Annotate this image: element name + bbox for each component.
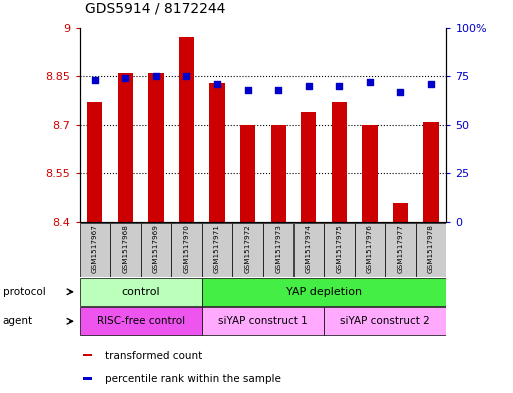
Bar <box>301 112 317 222</box>
Text: GSM1517971: GSM1517971 <box>214 224 220 273</box>
Bar <box>240 125 255 222</box>
Text: GSM1517976: GSM1517976 <box>367 224 373 273</box>
FancyBboxPatch shape <box>354 222 385 277</box>
Bar <box>209 83 225 222</box>
Bar <box>117 73 133 222</box>
Point <box>305 83 313 89</box>
Text: GSM1517970: GSM1517970 <box>184 224 189 273</box>
Bar <box>270 125 286 222</box>
Text: GDS5914 / 8172244: GDS5914 / 8172244 <box>85 2 225 16</box>
Text: GSM1517977: GSM1517977 <box>398 224 403 273</box>
Text: agent: agent <box>3 316 33 326</box>
Text: GSM1517978: GSM1517978 <box>428 224 434 273</box>
FancyBboxPatch shape <box>110 222 141 277</box>
Bar <box>87 102 103 222</box>
Point <box>152 73 160 79</box>
Point <box>244 86 252 93</box>
Text: protocol: protocol <box>3 287 45 297</box>
Bar <box>423 121 439 222</box>
Bar <box>362 125 378 222</box>
Text: percentile rank within the sample: percentile rank within the sample <box>105 374 281 384</box>
Text: control: control <box>122 287 160 297</box>
FancyBboxPatch shape <box>263 222 293 277</box>
Point <box>213 81 221 87</box>
Bar <box>83 354 92 356</box>
Point <box>366 79 374 85</box>
Bar <box>83 377 92 380</box>
FancyBboxPatch shape <box>324 307 446 336</box>
Point <box>427 81 435 87</box>
FancyBboxPatch shape <box>416 222 446 277</box>
Text: GSM1517969: GSM1517969 <box>153 224 159 273</box>
Point <box>335 83 343 89</box>
Text: GSM1517967: GSM1517967 <box>92 224 98 273</box>
Point <box>91 77 99 83</box>
Point <box>183 73 191 79</box>
FancyBboxPatch shape <box>385 222 416 277</box>
Bar <box>148 73 164 222</box>
FancyBboxPatch shape <box>202 277 446 306</box>
Text: GSM1517972: GSM1517972 <box>245 224 251 273</box>
FancyBboxPatch shape <box>293 222 324 277</box>
Bar <box>332 102 347 222</box>
Text: GSM1517968: GSM1517968 <box>123 224 128 273</box>
FancyBboxPatch shape <box>324 222 354 277</box>
Text: GSM1517973: GSM1517973 <box>275 224 281 273</box>
FancyBboxPatch shape <box>202 307 324 336</box>
Text: YAP depletion: YAP depletion <box>286 287 362 297</box>
Text: transformed count: transformed count <box>105 351 203 361</box>
Text: GSM1517975: GSM1517975 <box>337 224 342 273</box>
Text: siYAP construct 2: siYAP construct 2 <box>340 316 430 326</box>
FancyBboxPatch shape <box>202 222 232 277</box>
Point <box>121 75 129 81</box>
Text: GSM1517974: GSM1517974 <box>306 224 312 273</box>
Point <box>274 86 282 93</box>
FancyBboxPatch shape <box>171 222 202 277</box>
Point <box>397 88 405 95</box>
Text: siYAP construct 1: siYAP construct 1 <box>218 316 308 326</box>
FancyBboxPatch shape <box>80 277 202 306</box>
Bar <box>393 203 408 222</box>
Bar <box>179 37 194 222</box>
Text: RISC-free control: RISC-free control <box>96 316 185 326</box>
FancyBboxPatch shape <box>80 222 110 277</box>
FancyBboxPatch shape <box>141 222 171 277</box>
FancyBboxPatch shape <box>80 307 202 336</box>
FancyBboxPatch shape <box>232 222 263 277</box>
